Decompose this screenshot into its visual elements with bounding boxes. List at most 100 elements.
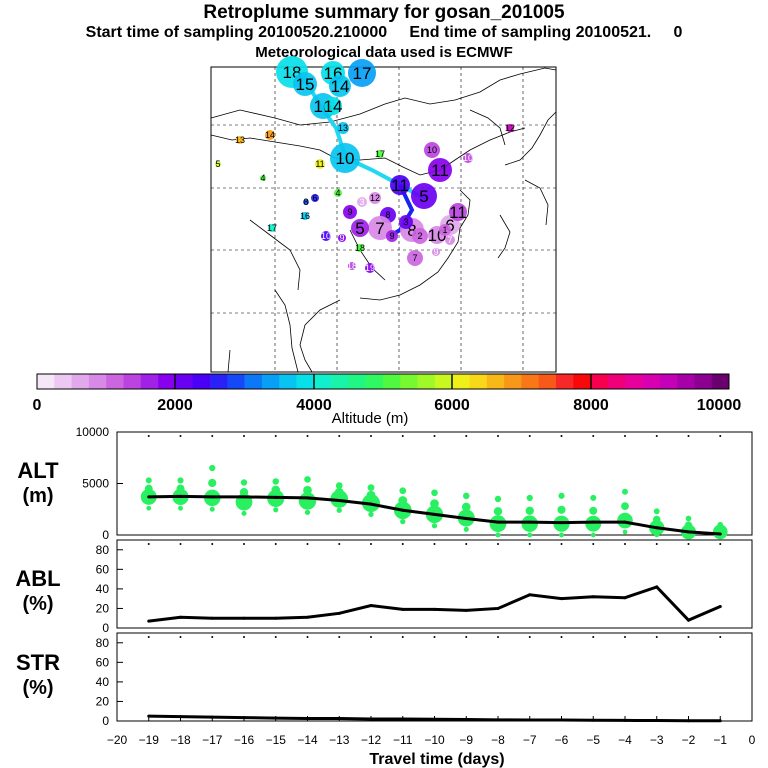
altitude-bubble-mid xyxy=(176,484,185,493)
day-marker xyxy=(243,636,245,638)
y-tick-label: 0 xyxy=(102,528,109,542)
day-marker xyxy=(179,636,182,638)
y-tick-label: 60 xyxy=(96,655,110,669)
day-marker xyxy=(497,543,499,545)
colorbar-swatch xyxy=(279,374,297,389)
series-point xyxy=(179,615,182,619)
map-plume-marker xyxy=(329,75,351,97)
colorbar-swatch xyxy=(140,374,159,389)
altitude-bubble-upper xyxy=(685,515,692,522)
map-plume-marker xyxy=(330,143,360,173)
x-tick-label: −9 xyxy=(459,733,473,747)
panel-label: ALT xyxy=(17,458,59,483)
day-marker xyxy=(560,543,563,545)
series-point xyxy=(591,595,595,599)
colorbar-swatch xyxy=(625,374,643,389)
series-point xyxy=(560,597,563,601)
day-marker xyxy=(528,636,531,638)
series-point xyxy=(369,502,373,506)
map-day-label: 8 xyxy=(303,197,308,207)
y-tick-label: 20 xyxy=(96,694,110,708)
day-marker xyxy=(624,636,626,638)
altitude-bubble-mid xyxy=(303,485,312,495)
series-line-abl xyxy=(148,585,721,623)
map-plume-marker xyxy=(376,150,384,158)
colorbar-swatch xyxy=(504,374,522,389)
altitude-bubble-lower xyxy=(400,518,406,525)
altitude-bubble-mid xyxy=(461,502,471,512)
day-marker xyxy=(497,435,499,437)
map-day-label: 17 xyxy=(353,64,372,83)
altitude-colorbar xyxy=(36,373,730,390)
map-day-label: 3 xyxy=(359,197,364,207)
series-point xyxy=(718,604,722,608)
map-plume-marker xyxy=(293,72,317,96)
colorbar-swatch xyxy=(694,374,712,389)
altitude-bubble-mid xyxy=(493,507,503,516)
altitude-bubble-upper xyxy=(431,489,438,497)
colorbar-swatch xyxy=(434,374,453,389)
panel-unit: (%) xyxy=(22,593,53,615)
map-day-label: 18 xyxy=(347,261,357,271)
altitude-bubble-upper xyxy=(622,488,628,495)
colorbar-swatch xyxy=(261,374,280,389)
sampling-period: Start time of sampling 20100520.210000 E… xyxy=(85,24,683,41)
day-marker xyxy=(560,435,563,437)
altitude-bubble-upper xyxy=(653,508,660,515)
map-day-label: 6 xyxy=(445,216,454,235)
colorbar-swatch xyxy=(538,374,557,389)
series-point xyxy=(147,619,151,623)
series-point xyxy=(623,596,627,600)
panel-frame xyxy=(116,632,753,722)
map-day-label: 3 xyxy=(403,217,408,227)
map-day-label: 18 xyxy=(355,243,365,253)
series-point xyxy=(591,520,595,524)
map-day-label: 8 xyxy=(385,210,390,220)
map-plume-marker xyxy=(407,250,423,266)
day-marker xyxy=(560,636,563,638)
series-point xyxy=(179,494,182,498)
series-point xyxy=(401,607,405,611)
series-point xyxy=(687,618,690,622)
altitude-bubble-lower xyxy=(431,523,438,529)
series-point xyxy=(718,532,722,536)
day-marker xyxy=(592,435,595,437)
day-marker xyxy=(401,543,404,545)
map-plume-marker xyxy=(356,244,364,252)
series-point xyxy=(210,495,214,499)
day-marker xyxy=(655,636,658,638)
day-marker xyxy=(687,435,690,437)
map-day-label: 12 xyxy=(505,123,515,133)
day-marker xyxy=(719,435,722,437)
colorbar-swatch xyxy=(556,374,574,389)
day-marker xyxy=(592,636,595,638)
series-point xyxy=(433,607,436,611)
map-day-label: 10 xyxy=(321,231,331,241)
colorbar-swatch xyxy=(296,374,315,389)
x-tick-label: −19 xyxy=(139,733,160,747)
colorbar-swatch xyxy=(642,374,661,389)
map-plume-marker xyxy=(301,212,309,220)
colorbar-swatch xyxy=(521,374,539,389)
day-marker xyxy=(274,435,277,437)
map-plume-marker xyxy=(412,228,428,244)
altitude-bubble-lower xyxy=(654,532,660,538)
map-day-label: 5 xyxy=(215,159,220,169)
day-marker xyxy=(465,543,468,545)
series-point xyxy=(210,616,214,620)
map-day-label: 11 xyxy=(431,161,449,180)
y-tick-label: 40 xyxy=(96,582,110,596)
day-marker xyxy=(243,435,245,437)
series-point xyxy=(274,616,278,620)
day-marker xyxy=(370,543,372,545)
colorbar-swatch xyxy=(192,374,211,389)
colorbar-tick-label: 0 xyxy=(33,397,42,414)
map-day-label: 13 xyxy=(235,135,245,145)
altitude-bubble-mid xyxy=(430,499,439,508)
day-marker xyxy=(528,435,531,437)
series-point xyxy=(306,615,309,619)
series-point xyxy=(337,611,341,615)
colorbar-swatch xyxy=(711,374,730,389)
day-marker xyxy=(719,543,722,545)
time-series-panels: 0500010000ALT(m)020406080ABL(%)020406080… xyxy=(15,425,753,728)
